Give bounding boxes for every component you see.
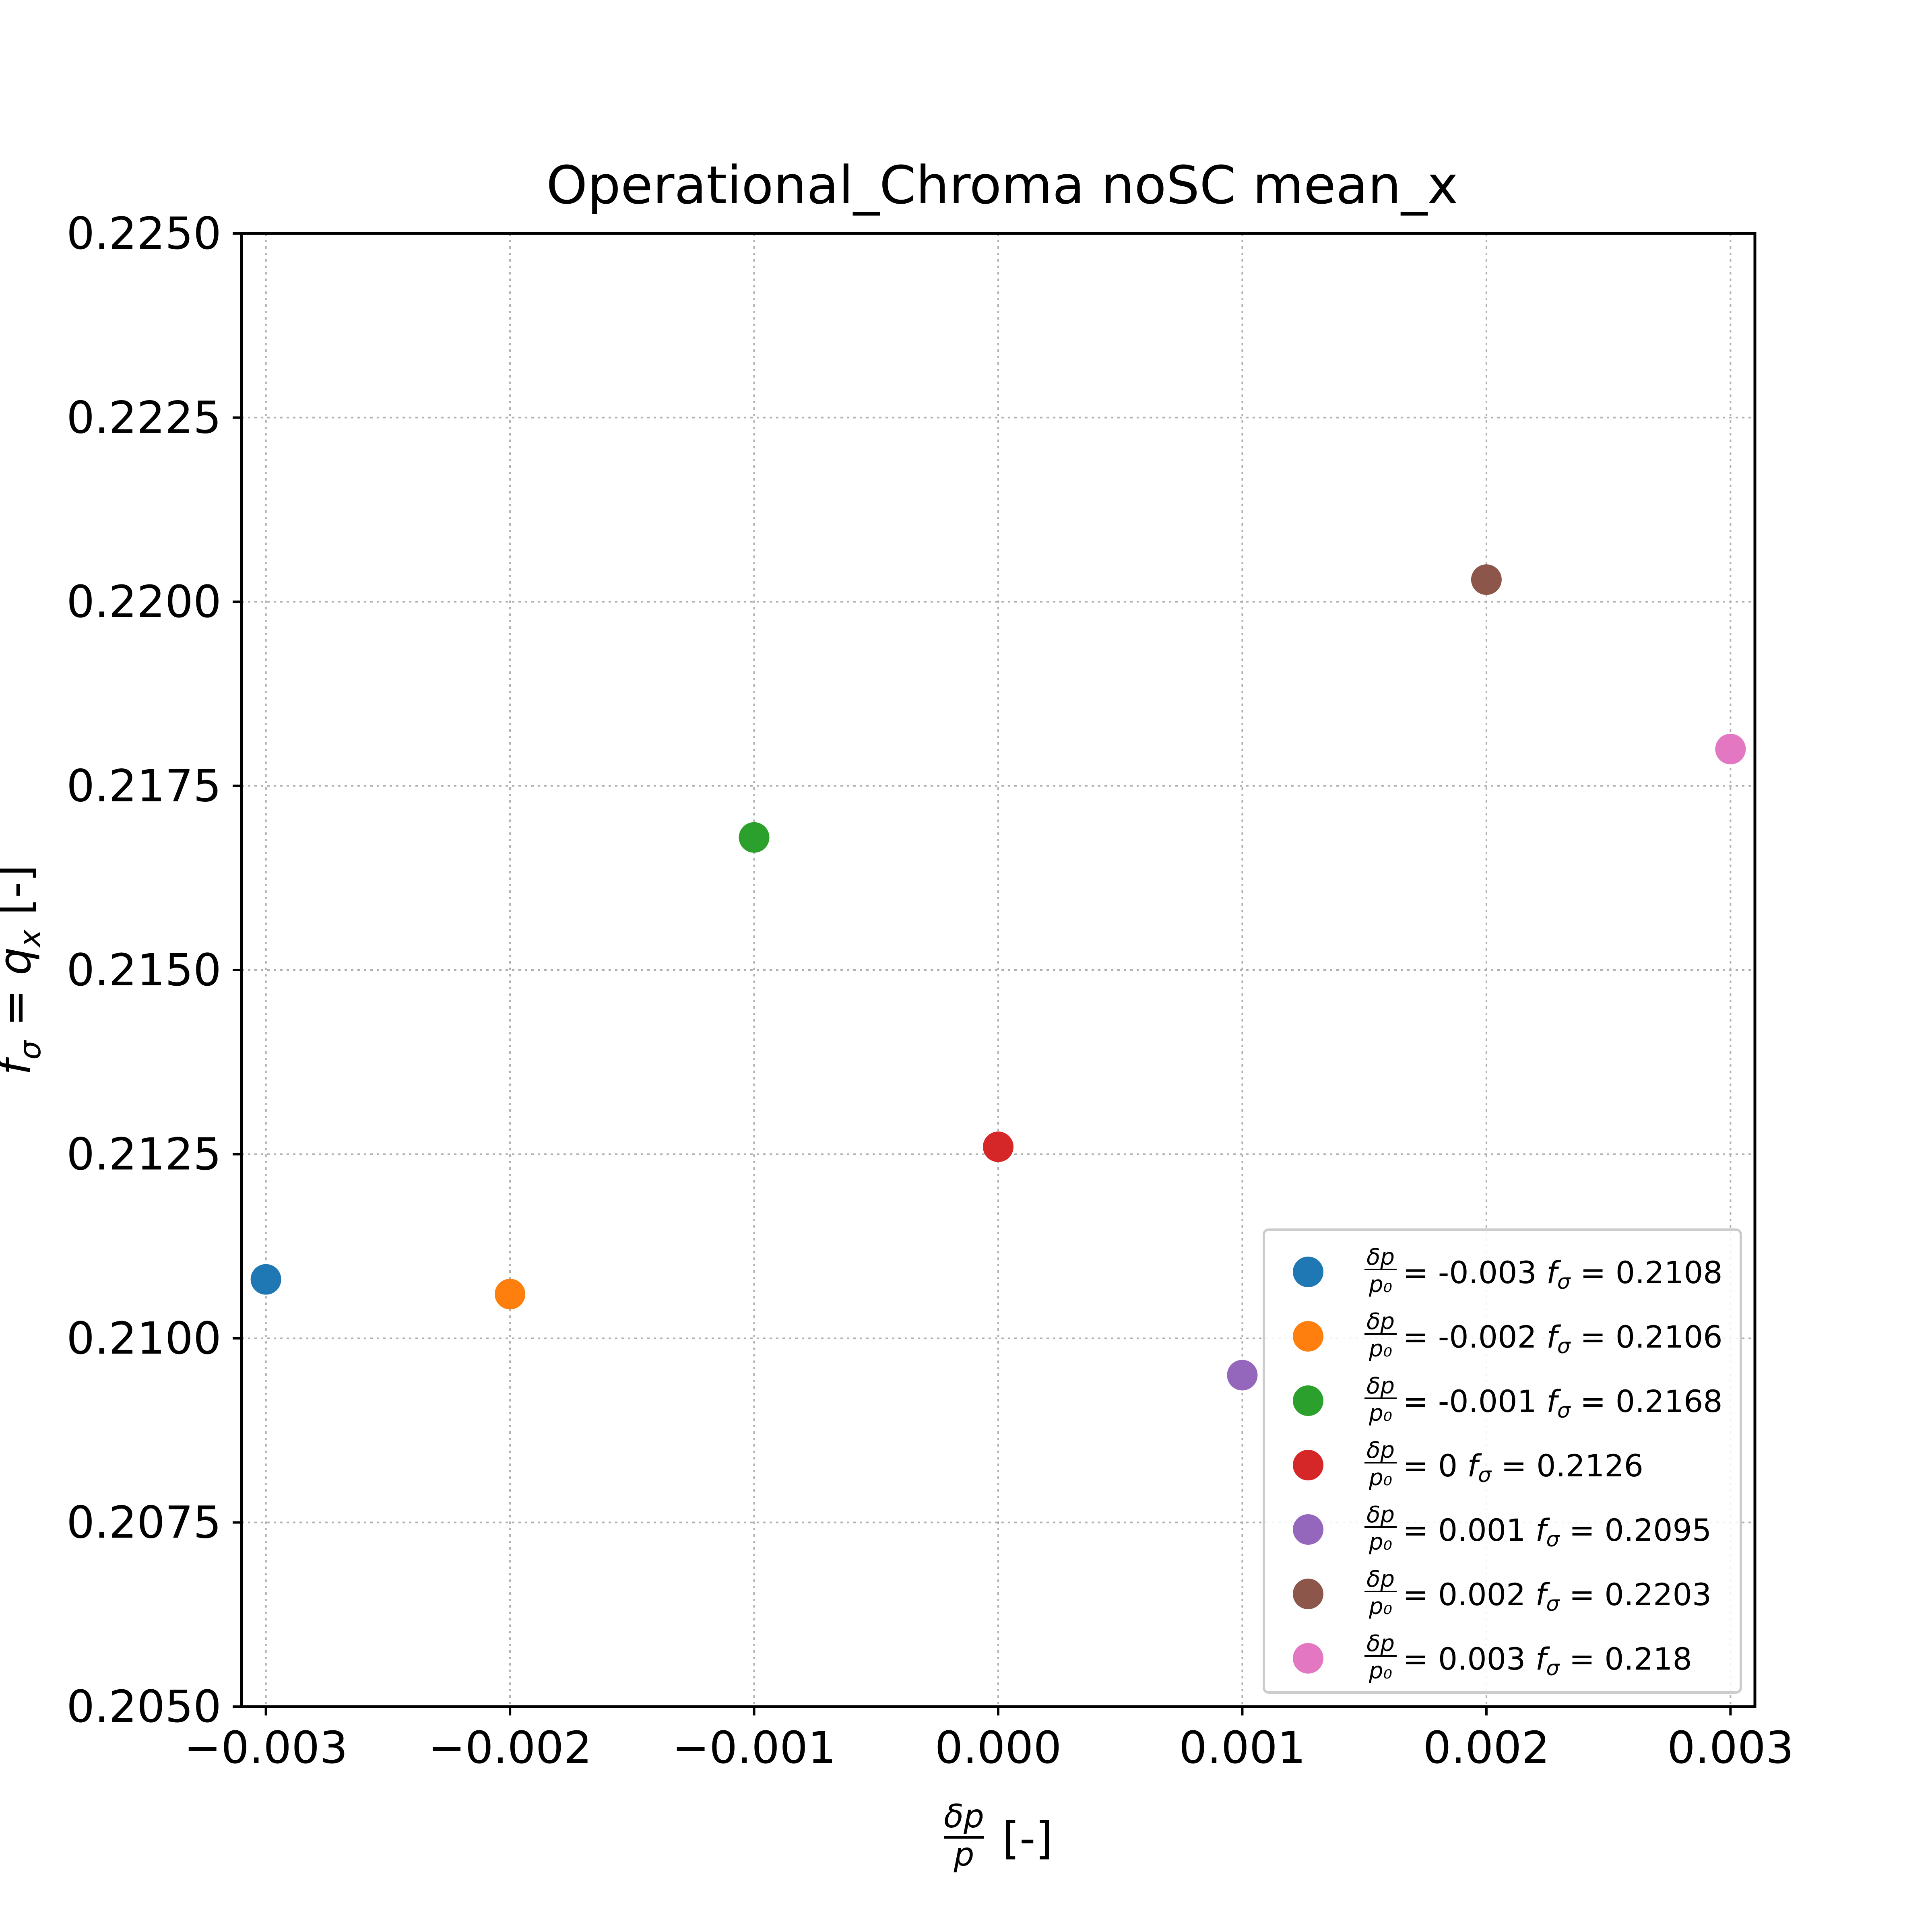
y-tick-label: 0.2175 bbox=[66, 760, 221, 812]
legend-label: = 0.001 fσ = 0.2095 bbox=[1403, 1512, 1711, 1552]
y-tick-label: 0.2050 bbox=[66, 1681, 221, 1732]
legend-label: = 0.002 fσ = 0.2203 bbox=[1403, 1577, 1711, 1616]
y-axis-label-unit: [-] bbox=[0, 865, 41, 929]
y-axis: 0.2050 0.2075 0.2100 0.2125 0.2150 0.2175 0.22… bbox=[66, 208, 242, 1732]
legend-frac-denominator: p₀ bbox=[1368, 1465, 1392, 1491]
x-tick-label: 0.000 bbox=[935, 1722, 1062, 1773]
legend-frac-numerator: δp bbox=[1366, 1309, 1395, 1335]
x-axis: −0.003 −0.002 −0.001 0.000 0.001 0.002 0.003 bbox=[184, 1707, 1794, 1773]
y-axis-label: fσ = qx [-] bbox=[0, 865, 47, 1075]
legend-box bbox=[1263, 1228, 1742, 1694]
x-axis-label-numerator: δp bbox=[944, 1798, 984, 1835]
data-point bbox=[983, 1131, 1013, 1162]
x-axis-label-unit: [-] bbox=[1002, 1812, 1053, 1864]
data-point bbox=[495, 1279, 526, 1310]
data-points bbox=[250, 564, 1746, 1391]
legend-frac-numerator: δp bbox=[1366, 1244, 1395, 1270]
legend-label: = 0 fσ = 0.2126 bbox=[1403, 1448, 1643, 1487]
x-tick-label: −0.001 bbox=[672, 1722, 836, 1773]
legend-frac-numerator: δp bbox=[1366, 1437, 1395, 1463]
data-point bbox=[250, 1264, 281, 1295]
legend-frac-numerator: δp bbox=[1366, 1631, 1395, 1657]
chart-title: Operational_Chroma noSC mean_x bbox=[546, 155, 1458, 216]
y-tick-label: 0.2100 bbox=[66, 1313, 221, 1364]
y-tick-label: 0.2200 bbox=[66, 576, 221, 627]
y-tick-label: 0.2075 bbox=[66, 1497, 221, 1548]
y-axis-label-sigma: σ bbox=[12, 1040, 47, 1060]
x-tick-label: −0.002 bbox=[428, 1722, 592, 1773]
x-tick-label: 0.002 bbox=[1423, 1722, 1550, 1773]
x-axis-label-denominator: p bbox=[954, 1836, 974, 1873]
legend-frac-denominator: p₀ bbox=[1368, 1593, 1392, 1620]
x-tick-label: 0.001 bbox=[1179, 1722, 1306, 1773]
legend-frac-denominator: p₀ bbox=[1368, 1400, 1392, 1426]
legend-marker bbox=[1293, 1321, 1323, 1352]
y-axis-label-q: = q bbox=[0, 947, 41, 1040]
data-point bbox=[1471, 564, 1502, 595]
legend-frac-denominator: p₀ bbox=[1368, 1271, 1392, 1298]
x-tick-label: −0.003 bbox=[184, 1722, 348, 1773]
x-axis-label: δp p [-] bbox=[944, 1798, 1053, 1873]
legend-marker bbox=[1293, 1385, 1323, 1416]
y-tick-label: 0.2150 bbox=[66, 944, 221, 996]
legend-frac-numerator: δp bbox=[1366, 1373, 1395, 1399]
legend-marker bbox=[1293, 1579, 1323, 1609]
y-tick-label: 0.2250 bbox=[66, 208, 221, 259]
grid bbox=[242, 233, 1755, 1707]
legend-marker bbox=[1293, 1257, 1323, 1287]
legend-marker bbox=[1293, 1514, 1323, 1545]
y-tick-label: 0.2125 bbox=[66, 1129, 221, 1180]
legend-label: = 0.003 fσ = 0.218 bbox=[1403, 1641, 1692, 1680]
legend-frac-numerator: δp bbox=[1366, 1566, 1395, 1592]
legend-frac-denominator: p₀ bbox=[1368, 1658, 1392, 1684]
data-point bbox=[1715, 734, 1746, 764]
legend-frac-numerator: δp bbox=[1366, 1502, 1395, 1528]
y-axis-label-x: x bbox=[12, 929, 47, 948]
legend-frac-denominator: p₀ bbox=[1368, 1336, 1392, 1362]
legend-marker bbox=[1293, 1643, 1323, 1674]
data-point bbox=[1227, 1360, 1258, 1391]
y-tick-label: 0.2225 bbox=[66, 392, 221, 444]
legend-label: = -0.001 fσ = 0.2168 bbox=[1403, 1383, 1723, 1423]
legend-frac-denominator: p₀ bbox=[1368, 1529, 1392, 1555]
legend-label: = -0.003 fσ = 0.2108 bbox=[1403, 1255, 1723, 1294]
legend-marker bbox=[1293, 1450, 1323, 1480]
data-point bbox=[739, 822, 770, 853]
x-tick-label: 0.003 bbox=[1667, 1722, 1794, 1773]
